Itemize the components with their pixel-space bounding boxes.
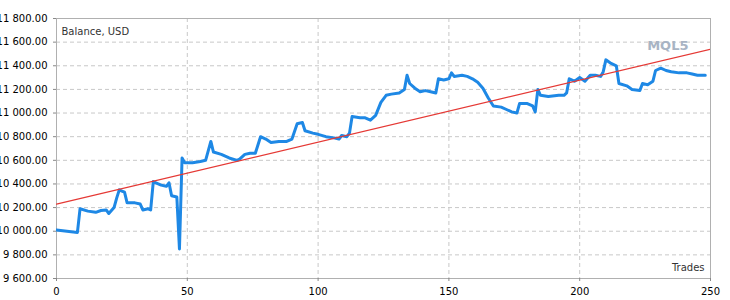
svg-text:11 800.00: 11 800.00 <box>0 13 48 24</box>
svg-text:150: 150 <box>439 286 458 297</box>
svg-text:11 200.00: 11 200.00 <box>0 84 48 95</box>
svg-text:Balance, USD: Balance, USD <box>62 26 130 37</box>
svg-text:250: 250 <box>701 286 720 297</box>
svg-text:9 800.00: 9 800.00 <box>3 249 48 260</box>
svg-text:Trades: Trades <box>671 262 705 273</box>
svg-text:MQL5: MQL5 <box>647 38 688 53</box>
svg-text:10 400.00: 10 400.00 <box>0 178 48 189</box>
svg-text:10 000.00: 10 000.00 <box>0 225 48 236</box>
svg-text:100: 100 <box>309 286 328 297</box>
svg-text:9 600.00: 9 600.00 <box>3 273 48 284</box>
svg-text:200: 200 <box>570 286 589 297</box>
svg-text:10 200.00: 10 200.00 <box>0 202 48 213</box>
svg-text:11 000.00: 11 000.00 <box>0 107 48 118</box>
svg-text:11 400.00: 11 400.00 <box>0 60 48 71</box>
svg-text:0: 0 <box>53 286 59 297</box>
svg-text:50: 50 <box>181 286 194 297</box>
svg-text:10 800.00: 10 800.00 <box>0 131 48 142</box>
svg-text:10 600.00: 10 600.00 <box>0 155 48 166</box>
svg-text:11 600.00: 11 600.00 <box>0 36 48 47</box>
